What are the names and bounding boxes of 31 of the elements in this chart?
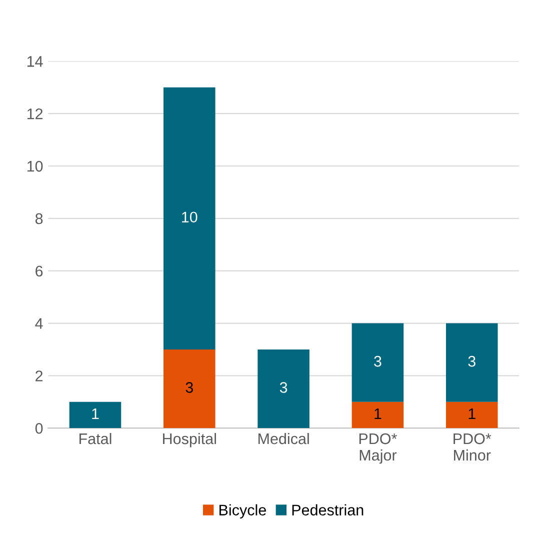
bar: [446, 323, 498, 402]
data-label: 1: [92, 408, 99, 419]
y-tick-label: 14: [27, 56, 43, 67]
y-tick-label: 2: [36, 370, 43, 382]
data-label: 1: [468, 408, 476, 419]
bar: [352, 323, 404, 402]
data-label: 3: [280, 382, 288, 393]
bar: [446, 402, 498, 428]
x-tick-label: PDO* Minor: [454, 433, 492, 461]
data-label: 1: [374, 408, 382, 419]
bar: [163, 87, 216, 350]
data-label: 3: [374, 356, 382, 367]
y-tick-label: 4: [35, 318, 43, 329]
legend-label: Bicycle: [220, 504, 266, 518]
y-tick-label: 8: [35, 213, 43, 224]
y-tick-label: 6: [36, 266, 43, 277]
y-tick-label: 0: [35, 422, 43, 434]
legend-label: Pedestrian: [292, 504, 364, 516]
bar: [69, 402, 122, 428]
x-tick-label: Hospital: [163, 432, 216, 448]
data-label: 3: [468, 356, 476, 367]
x-tick-label: Medical: [258, 432, 309, 444]
x-tick-label: PDO* Major: [359, 433, 397, 464]
bar: [352, 402, 404, 428]
data-label: 3: [186, 382, 193, 393]
y-tick-label: 12: [27, 108, 43, 120]
data-label: 10: [182, 212, 198, 223]
x-tick-label: Fatal: [80, 432, 112, 444]
bar: [163, 349, 216, 428]
bar: [258, 349, 310, 428]
y-tick-label: 10: [27, 160, 43, 172]
